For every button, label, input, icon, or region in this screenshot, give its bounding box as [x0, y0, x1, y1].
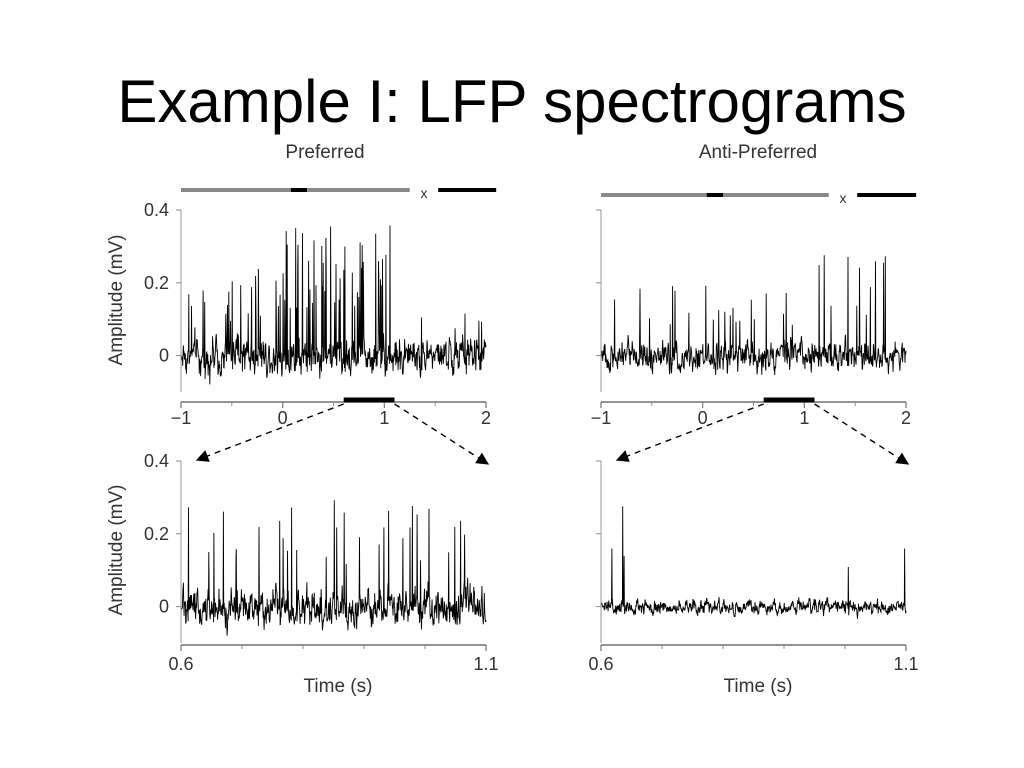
lfp-trace-line — [180, 500, 487, 636]
y-tick-label: 0 — [159, 597, 169, 617]
task-bar-anti-preferred: x — [601, 190, 917, 206]
lfp-trace-anti-preferred-zoom — [600, 506, 907, 620]
condition-title-preferred: Preferred — [285, 142, 364, 163]
lfp-trace-line — [180, 225, 487, 385]
x-tick-label: 2 — [481, 408, 491, 428]
x-tick-label: 0 — [278, 408, 288, 428]
y-tick-label: 0 — [159, 346, 169, 366]
x-tick-label: 0.6 — [588, 654, 613, 674]
lfp-trace-preferred — [180, 225, 487, 385]
x-tick-label: 0 — [698, 408, 708, 428]
x-axis-label-bottom-left: Time (s) — [304, 676, 373, 697]
axes-anti-preferred: −1 0 1 2 — [591, 209, 911, 428]
condition-title-anti-preferred: Anti-Preferred — [699, 142, 817, 163]
y-axis-label-top: Amplitude (mV) — [106, 235, 127, 366]
panel-preferred-zoom: 0 0.2 0.4 0.6 1.1 Amplitude (mV) Time (s) — [106, 451, 499, 697]
lfp-trace-anti-preferred — [600, 255, 907, 376]
x-tick-label: 1.1 — [893, 654, 918, 674]
x-tick-label: 1 — [799, 408, 809, 428]
axes-preferred: 0 0.2 0.4 −1 0 1 2 — [144, 200, 491, 428]
break-mark: x — [839, 190, 846, 206]
panel-preferred-full: Preferred x 0 0.2 0.4 −1 0 1 2 Amplitude (mV) — [106, 142, 497, 428]
x-tick-label: −1 — [591, 408, 612, 428]
zoom-arrow-left — [195, 403, 344, 462]
zoom-arrow-right — [394, 403, 490, 465]
zoom-indicators — [195, 397, 910, 465]
x-tick-label: 0.6 — [168, 654, 193, 674]
break-mark: x — [420, 185, 427, 201]
x-tick-label: 1 — [379, 408, 389, 428]
x-tick-label: −1 — [171, 408, 192, 428]
lfp-trace-line — [600, 506, 907, 620]
task-bar-preferred: x — [181, 185, 497, 201]
zoom-arrow-right — [814, 403, 910, 465]
panel-anti-preferred-full: Anti-Preferred x −1 0 1 2 — [591, 142, 917, 428]
x-tick-label: 2 — [901, 408, 911, 428]
lfp-trace-preferred-zoom — [180, 500, 487, 636]
axes-anti-preferred-zoom: 0.6 1.1 — [588, 460, 919, 674]
panel-anti-preferred-zoom: 0.6 1.1 Time (s) — [588, 460, 919, 697]
y-tick-label: 0.2 — [144, 273, 169, 293]
axes-preferred-zoom: 0 0.2 0.4 0.6 1.1 — [144, 451, 499, 674]
y-tick-label: 0.2 — [144, 524, 169, 544]
y-axis-label-bottom: Amplitude (mV) — [106, 485, 127, 616]
zoom-arrow-left — [615, 403, 764, 462]
y-tick-label: 0.4 — [144, 451, 169, 471]
x-tick-label: 1.1 — [473, 654, 498, 674]
slide-title: Example I: LFP spectrograms — [117, 68, 907, 135]
lfp-trace-line — [600, 255, 907, 376]
x-axis-label-bottom-right: Time (s) — [724, 676, 793, 697]
y-tick-label: 0.4 — [144, 200, 169, 220]
